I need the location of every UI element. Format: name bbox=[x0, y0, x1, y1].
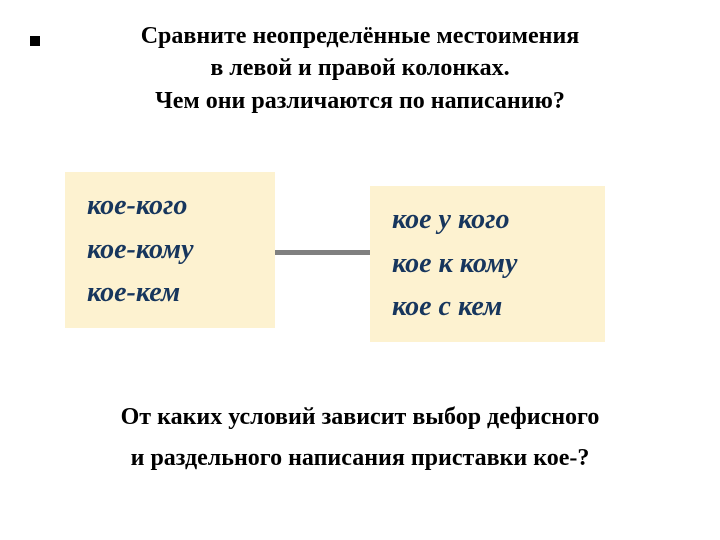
header-line-1: Сравните неопределённые местоимения bbox=[0, 20, 720, 52]
right-item-2: кое к кому bbox=[392, 242, 583, 285]
footer-block: От каких условий зависит выбор дефисного… bbox=[0, 397, 720, 479]
connector-line bbox=[265, 250, 385, 255]
footer-line-1: От каких условий зависит выбор дефисного bbox=[0, 397, 720, 438]
list-bullet bbox=[30, 36, 40, 46]
left-item-2: кое-кому bbox=[87, 228, 253, 271]
left-item-3: кое-кем bbox=[87, 271, 253, 314]
right-item-1: кое у кого bbox=[392, 198, 583, 241]
right-item-3: кое с кем bbox=[392, 285, 583, 328]
header-line-3: Чем они различаются по написанию? bbox=[0, 85, 720, 117]
footer-line-2: и раздельного написания приставки кое-? bbox=[0, 438, 720, 479]
header-line-2: в левой и правой колонках. bbox=[0, 52, 720, 84]
right-column-box: кое у кого кое к кому кое с кем bbox=[370, 186, 605, 342]
left-column-box: кое-кого кое-кому кое-кем bbox=[65, 172, 275, 328]
header-block: Сравните неопределённые местоимения в ле… bbox=[0, 0, 720, 117]
left-item-1: кое-кого bbox=[87, 184, 253, 227]
columns-container: кое-кого кое-кому кое-кем кое у кого кое… bbox=[0, 172, 720, 342]
